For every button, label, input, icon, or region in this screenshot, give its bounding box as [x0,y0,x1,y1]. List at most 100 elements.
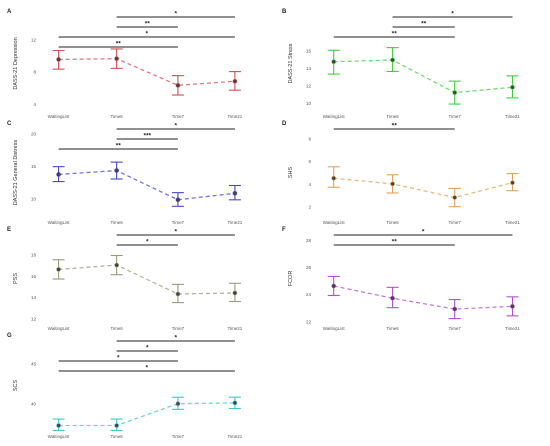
x-tick-label: WaitingList [323,326,346,331]
x-tick-label: Time6 [386,326,399,331]
x-tick-label: Time21 [505,114,520,119]
panel-label: G [7,333,12,339]
data-point [232,191,238,196]
y-tick-label: 16 [31,274,37,279]
x-tick-label: Time7 [449,114,462,119]
x-tick-label: Time21 [505,326,520,331]
y-tick-label: 12 [31,37,37,42]
data-point [510,85,515,90]
significance-label: * [145,31,148,38]
y-tick-label: 6 [308,159,311,164]
data-point [390,57,395,63]
significance-label: ** [145,21,151,28]
x-tick-label: Time21 [227,114,242,119]
x-tick-label: Time6 [110,434,123,439]
data-point [510,304,515,309]
significance-label: ** [392,31,398,38]
x-tick-label: Time7 [172,434,185,439]
data-point [175,197,181,203]
data-point [175,83,181,88]
significance-label: * [146,345,149,352]
x-tick-label: Time7 [449,220,462,225]
data-point [390,295,395,301]
series-line [333,59,513,94]
y-tick-label: 10 [31,197,37,202]
significance-label: *** [143,133,151,140]
data-point [452,195,458,200]
x-tick-label: Time6 [386,114,399,119]
y-tick-label: 15 [31,164,37,169]
data-point [114,168,119,173]
data-point [232,400,238,406]
significance-label: * [117,355,120,362]
y-tick-label: 12 [306,84,312,89]
series-line [58,58,235,86]
y-axis-label: DASS-21 Stress [288,43,294,83]
significance-label: * [145,365,148,372]
y-tick-label: 22 [306,319,312,324]
significance-label: * [175,11,178,18]
y-tick-label: 18 [31,252,37,257]
x-tick-label: Time21 [227,326,242,331]
x-tick-label: Time6 [110,114,123,119]
y-axis-label: DASS-21 General Distress [13,140,19,206]
series-line [58,264,235,295]
y-axis-label: SCS [13,380,19,392]
y-tick-label: 8 [33,70,36,75]
significance-label: * [422,229,425,236]
significance-label: * [175,123,178,130]
significance-label: * [451,11,454,18]
panel-label: B [282,9,287,15]
panel-g: G SCS 40 45 WaitingList Time6 Time7 Time21 * * * * [7,333,243,439]
y-tick-label: 10 [306,101,312,106]
x-tick-label: Time21 [227,220,242,225]
panel-label: F [282,227,286,233]
x-tick-label: Time6 [386,220,399,225]
y-axis-label: FCOR [288,271,294,287]
x-tick-label: WaitingList [323,114,346,119]
panel-label: A [7,9,12,15]
significance-label: ** [421,21,427,28]
x-tick-label: Time6 [110,326,123,331]
y-tick-label: 28 [306,238,312,243]
y-tick-label: 4 [308,182,311,187]
y-axis-label: DASS-21 Depression [13,37,19,89]
panel-label: E [7,227,11,233]
y-tick-label: 14 [31,295,37,300]
series-line [333,177,513,199]
significance-label: * [175,229,178,236]
x-tick-label: WaitingList [48,220,71,225]
x-tick-label: WaitingList [48,114,71,119]
y-tick-label: 12 [31,317,37,322]
y-axis-label: SHS [288,167,294,179]
x-tick-label: WaitingList [48,326,71,331]
y-axis-label: PSS [13,273,19,284]
significance-label: ** [392,123,398,130]
x-tick-label: WaitingList [323,220,346,225]
x-tick-label: Time7 [172,326,185,331]
panel-a: A DASS-21 Depression 4 8 12 WaitingList Time6 T… [7,9,243,119]
y-tick-label: 40 [31,402,37,407]
data-point [452,90,458,95]
panel-f: F FCOR 22 24 26 28 WaitingList Time6 Time7 Time21… [282,227,520,331]
y-tick-label: 24 [306,292,312,297]
series-line [58,169,235,201]
panel-d: D SHS 2 4 6 8 WaitingList Time6 Time7 Time21 ** [282,121,520,225]
data-point [331,283,337,289]
y-tick-label: 8 [308,136,311,141]
data-point [175,401,181,406]
data-point [114,262,119,268]
data-point [232,78,238,84]
y-tick-label: 16 [306,48,312,53]
y-tick-label: 14 [306,66,312,71]
x-tick-label: Time7 [172,114,185,119]
panel-c: C DASS-21 General Distress 10 15 20 WaitingLi… [7,121,243,225]
data-point [114,56,119,61]
y-tick-label: 20 [31,132,37,137]
significance-label: * [175,335,178,342]
y-tick-label: 45 [31,361,37,366]
series-line [58,402,235,427]
panel-label: D [282,121,287,127]
panel-e: E PSS 12 14 16 18 WaitingList Time6 Time7 Time21 *… [7,227,243,331]
